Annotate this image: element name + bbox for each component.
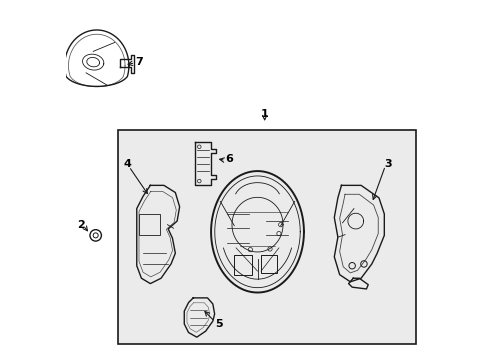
Text: 2: 2 <box>77 220 85 230</box>
Bar <box>234 255 252 275</box>
Text: 7: 7 <box>136 57 144 67</box>
Bar <box>261 255 277 273</box>
Text: 1: 1 <box>261 109 269 119</box>
Text: 5: 5 <box>215 319 222 329</box>
Text: 6: 6 <box>225 154 233 164</box>
Bar <box>139 214 160 235</box>
Bar <box>118 130 416 344</box>
Text: 3: 3 <box>384 159 392 169</box>
Text: 4: 4 <box>123 159 131 169</box>
